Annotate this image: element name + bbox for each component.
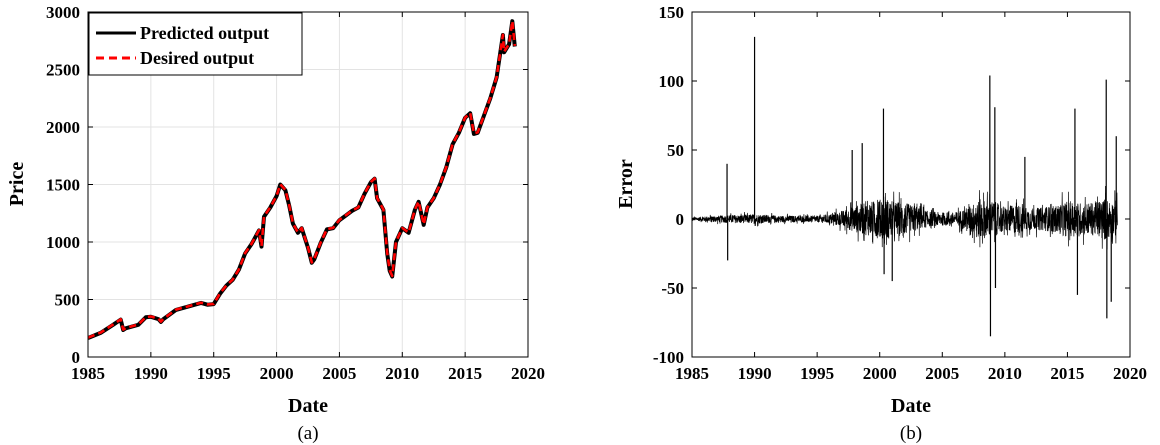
y-axis-label-b: Error [615,159,637,209]
series-desired-output [88,19,517,339]
y-tick-label: 0 [72,348,81,367]
y-tick-label: 2500 [46,61,80,80]
chart-b: 1985 1990 1995 2000 2005 2010 2015 2020 -100 -50… [615,3,1147,444]
x-tick-label: 2010 [988,364,1022,383]
x-tick-label: 1985 [675,364,709,383]
x-tick-label: 2010 [385,364,419,383]
x-tick-label: 2005 [322,364,356,383]
x-tick-label: 1985 [71,364,105,383]
y-tick-label: 0 [676,210,685,229]
panel-label-a: (a) [297,423,318,444]
legend-label-predicted: Predicted output [140,23,269,43]
series-group-a [88,19,517,340]
x-tick-label: 1995 [197,364,231,383]
y-ticks-b: -100 -50 0 50 100 150 [653,3,1130,367]
y-tick-label: -100 [653,348,684,367]
x-tick-label: 1995 [800,364,834,383]
x-ticks-b: 1985 1990 1995 2000 2005 2010 2015 2020 [675,12,1147,383]
x-tick-label: 2000 [260,364,294,383]
x-axis-label-b: Date [891,395,931,417]
x-axis-label-a: Date [288,395,328,417]
y-tick-label: 3000 [46,3,80,22]
y-tick-label: 1000 [46,233,80,252]
y-tick-label: 150 [659,3,685,22]
y-tick-label: 1500 [46,176,80,195]
y-tick-label: 2000 [46,118,80,137]
series-error [692,186,1118,250]
y-tick-label: 100 [659,72,685,91]
y-tick-label: -50 [661,279,684,298]
axes-box-b [691,11,1131,358]
y-axis-label-a: Price [6,162,28,207]
legend-a: Predicted output Desired output [88,12,303,76]
x-tick-label: 1990 [134,364,168,383]
y-tick-label: 50 [667,141,684,160]
panel-label-b: (b) [900,423,922,444]
y-tick-label: 500 [55,291,81,310]
x-tick-label: 2015 [1050,364,1084,383]
legend-label-desired: Desired output [140,48,254,68]
plot-area-a [88,19,517,340]
grid-a [87,11,529,358]
series-group-b [692,36,1118,337]
x-tick-label: 2015 [448,364,482,383]
x-tick-label: 2005 [925,364,959,383]
chart-a: 1985 1990 1995 2000 2005 2010 2015 2020 0 500 100… [6,3,545,444]
x-tick-label: 2020 [511,364,545,383]
y-ticks-a: 0 500 1000 1500 2000 2500 3000 [46,3,528,367]
x-tick-label: 2020 [1113,364,1147,383]
x-tick-label: 1990 [738,364,772,383]
legend-box [88,12,303,76]
x-tick-label: 2000 [863,364,897,383]
